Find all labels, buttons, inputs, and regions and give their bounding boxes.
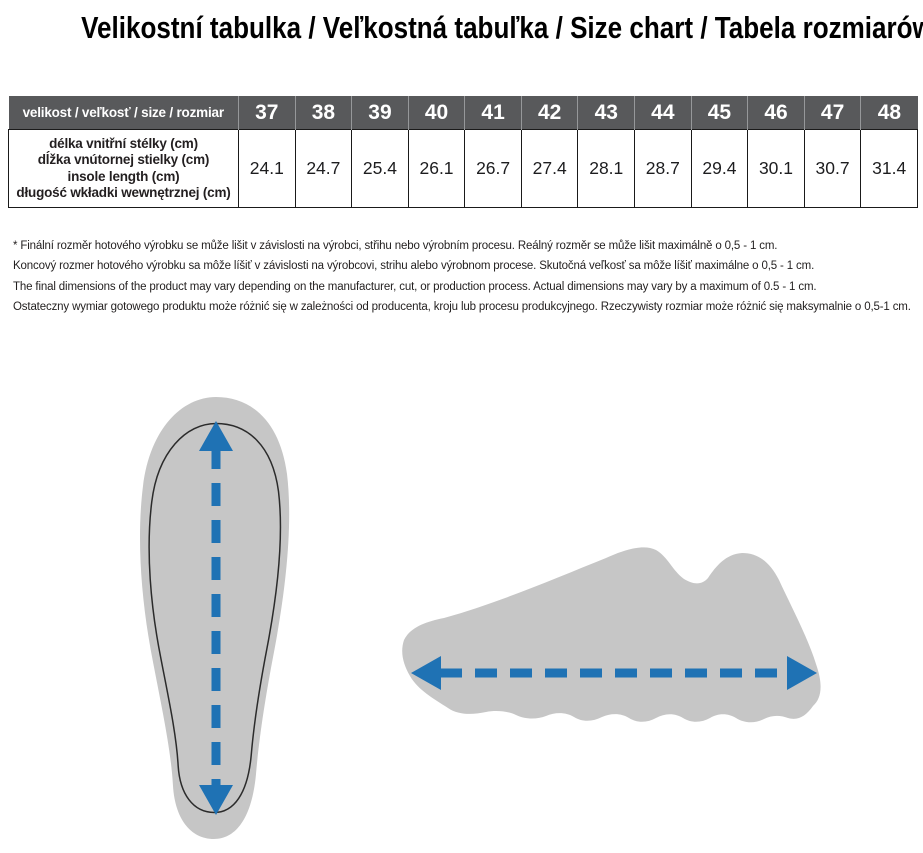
- insole-length-46: 30.1: [747, 129, 805, 208]
- insole-illustration: [139, 397, 290, 839]
- row-label-line-en: insole length (cm): [67, 168, 180, 184]
- arrowhead-left-icon: [411, 656, 441, 690]
- row-label-line-cs: délka vnitřní stélky (cm): [49, 135, 198, 151]
- size-header-44: 44: [634, 96, 692, 130]
- shoe-length-arrow: [411, 656, 817, 690]
- shoe-shape: [402, 547, 821, 723]
- size-header-47: 47: [803, 96, 861, 130]
- size-header-48: 48: [860, 96, 918, 130]
- size-table-header-row: velikost / veľkosť / size / rozmiar 37 3…: [8, 96, 918, 130]
- insole-shape: [139, 397, 290, 839]
- insole-length-38: 24.7: [294, 129, 353, 208]
- size-header-41: 41: [464, 96, 522, 130]
- arrowhead-down-icon: [199, 785, 233, 815]
- insole-length-row: délka vnitřní stélky (cm) dĺžka vnútorne…: [8, 129, 918, 208]
- size-header-43: 43: [577, 96, 635, 130]
- row-label-line-sk: dĺžka vnútornej stielky (cm): [37, 152, 210, 167]
- insole-length-arrow: [199, 421, 233, 815]
- insole-length-47: 30.7: [803, 129, 862, 208]
- size-header-38: 38: [294, 96, 352, 130]
- insole-length-40: 26.1: [407, 129, 466, 208]
- insole-length-41: 26.7: [464, 129, 522, 208]
- page-title: Velikostní tabulka / Veľkostná tabuľka /…: [0, 10, 923, 46]
- footnote-cs: * Finální rozměr hotového výrobku se můž…: [13, 240, 778, 252]
- insole-length-43: 28.1: [577, 129, 636, 208]
- page-title-text: Velikostní tabulka / Veľkostná tabuľka /…: [81, 10, 923, 45]
- size-table: velikost / veľkosť / size / rozmiar 37 3…: [8, 96, 918, 208]
- size-header-label: velikost / veľkosť / size / rozmiar: [8, 96, 239, 130]
- insole-length-42: 27.4: [520, 129, 579, 208]
- size-header-39: 39: [351, 96, 409, 130]
- insole-length-37: 24.1: [238, 129, 296, 208]
- size-header-37: 37: [238, 96, 296, 130]
- insole-length-39: 25.4: [351, 129, 409, 208]
- row-label-cell: délka vnitřní stélky (cm) dĺžka vnútorne…: [8, 129, 239, 208]
- footnotes: * Finální rozměr hotového výrobku se můž…: [13, 236, 921, 318]
- size-header-46: 46: [747, 96, 805, 130]
- size-header-42: 42: [520, 96, 578, 130]
- footnote-pl: Ostateczny wymiar gotowego produktu może…: [13, 301, 911, 314]
- row-label-line-pl: długość wkładki wewnętrznej (cm): [16, 185, 231, 200]
- insole-length-48: 31.4: [860, 129, 918, 208]
- footnote-sk: Koncový rozmer hotového výrobku sa môže …: [13, 260, 815, 273]
- footnote-en: The final dimensions of the product may …: [13, 280, 817, 293]
- insole-length-44: 28.7: [634, 129, 692, 208]
- insole-length-45: 29.4: [690, 129, 749, 208]
- insole-outline: [148, 422, 282, 814]
- arrowhead-right-icon: [787, 656, 817, 690]
- arrowhead-up-icon: [199, 421, 233, 451]
- shoe-illustration: [402, 547, 821, 723]
- size-header-45: 45: [690, 96, 748, 130]
- size-header-40: 40: [407, 96, 465, 130]
